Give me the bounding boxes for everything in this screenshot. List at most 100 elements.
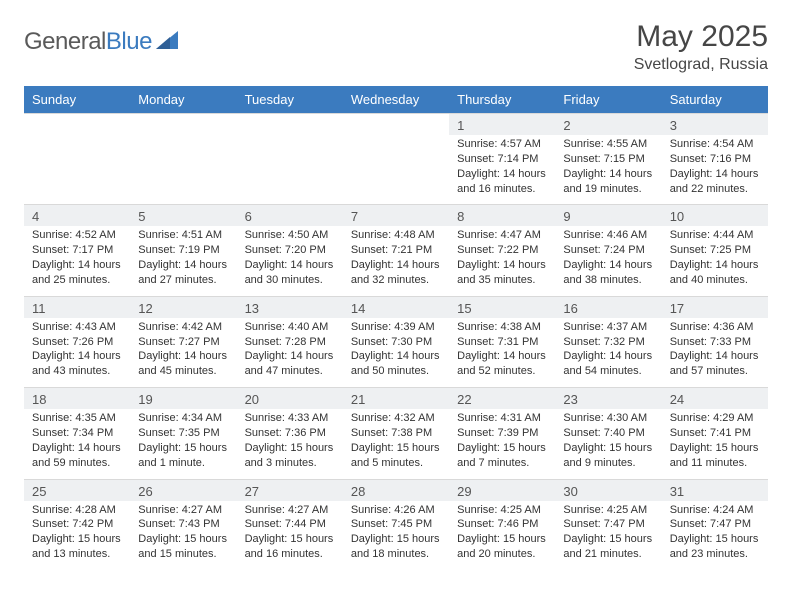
day-detail: Sunrise: 4:26 AMSunset: 7:45 PMDaylight:… bbox=[351, 503, 441, 562]
calendar-header-row: SundayMondayTuesdayWednesdayThursdayFrid… bbox=[24, 86, 768, 114]
daynum-cell: 9 bbox=[555, 205, 661, 227]
daynum-cell: 20 bbox=[237, 388, 343, 410]
detail-cell: Sunrise: 4:33 AMSunset: 7:36 PMDaylight:… bbox=[237, 409, 343, 479]
sunrise-text: Sunrise: 4:32 AM bbox=[351, 411, 441, 426]
daylight-text: Daylight: 15 hours and 23 minutes. bbox=[670, 532, 760, 562]
daynum-cell: 29 bbox=[449, 479, 555, 501]
sunrise-text: Sunrise: 4:42 AM bbox=[138, 320, 228, 335]
sunrise-text: Sunrise: 4:51 AM bbox=[138, 228, 228, 243]
sunset-text: Sunset: 7:36 PM bbox=[245, 426, 335, 441]
day-number: 5 bbox=[130, 205, 236, 226]
calendar-table: SundayMondayTuesdayWednesdayThursdayFrid… bbox=[24, 86, 768, 570]
day-detail: Sunrise: 4:54 AMSunset: 7:16 PMDaylight:… bbox=[670, 137, 760, 196]
weekday-sunday: Sunday bbox=[24, 86, 130, 114]
sunset-text: Sunset: 7:32 PM bbox=[563, 335, 653, 350]
day-number: 2 bbox=[555, 114, 661, 135]
daynum-cell: 3 bbox=[662, 114, 768, 136]
daynum-cell bbox=[237, 114, 343, 136]
daylight-text: Daylight: 14 hours and 30 minutes. bbox=[245, 258, 335, 288]
daylight-text: Daylight: 15 hours and 1 minute. bbox=[138, 441, 228, 471]
sunset-text: Sunset: 7:26 PM bbox=[32, 335, 122, 350]
week-4-details: Sunrise: 4:28 AMSunset: 7:42 PMDaylight:… bbox=[24, 501, 768, 570]
sunrise-text: Sunrise: 4:55 AM bbox=[563, 137, 653, 152]
day-number: 4 bbox=[24, 205, 130, 226]
daylight-text: Daylight: 14 hours and 16 minutes. bbox=[457, 167, 547, 197]
daylight-text: Daylight: 15 hours and 15 minutes. bbox=[138, 532, 228, 562]
daynum-cell: 6 bbox=[237, 205, 343, 227]
detail-cell: Sunrise: 4:37 AMSunset: 7:32 PMDaylight:… bbox=[555, 318, 661, 388]
header: GeneralBlue May 2025 Svetlograd, Russia bbox=[24, 20, 768, 74]
daylight-text: Daylight: 15 hours and 13 minutes. bbox=[32, 532, 122, 562]
daynum-cell: 14 bbox=[343, 296, 449, 318]
daynum-cell: 1 bbox=[449, 114, 555, 136]
triangle-icon bbox=[156, 31, 178, 54]
day-detail: Sunrise: 4:27 AMSunset: 7:43 PMDaylight:… bbox=[138, 503, 228, 562]
day-number: 30 bbox=[555, 480, 661, 501]
sunrise-text: Sunrise: 4:57 AM bbox=[457, 137, 547, 152]
daylight-text: Daylight: 14 hours and 43 minutes. bbox=[32, 349, 122, 379]
weekday-friday: Friday bbox=[555, 86, 661, 114]
sunrise-text: Sunrise: 4:43 AM bbox=[32, 320, 122, 335]
daynum-cell: 11 bbox=[24, 296, 130, 318]
calendar-page: GeneralBlue May 2025 Svetlograd, Russia … bbox=[0, 0, 792, 612]
weekday-wednesday: Wednesday bbox=[343, 86, 449, 114]
sunrise-text: Sunrise: 4:25 AM bbox=[457, 503, 547, 518]
daynum-cell: 15 bbox=[449, 296, 555, 318]
sunset-text: Sunset: 7:31 PM bbox=[457, 335, 547, 350]
day-detail: Sunrise: 4:43 AMSunset: 7:26 PMDaylight:… bbox=[32, 320, 122, 379]
sunset-text: Sunset: 7:39 PM bbox=[457, 426, 547, 441]
detail-cell: Sunrise: 4:52 AMSunset: 7:17 PMDaylight:… bbox=[24, 226, 130, 296]
day-number: 25 bbox=[24, 480, 130, 501]
detail-cell: Sunrise: 4:31 AMSunset: 7:39 PMDaylight:… bbox=[449, 409, 555, 479]
day-number: 6 bbox=[237, 205, 343, 226]
daynum-cell: 17 bbox=[662, 296, 768, 318]
sunrise-text: Sunrise: 4:50 AM bbox=[245, 228, 335, 243]
day-number: 7 bbox=[343, 205, 449, 226]
day-detail: Sunrise: 4:33 AMSunset: 7:36 PMDaylight:… bbox=[245, 411, 335, 470]
detail-cell: Sunrise: 4:25 AMSunset: 7:46 PMDaylight:… bbox=[449, 501, 555, 570]
day-detail: Sunrise: 4:28 AMSunset: 7:42 PMDaylight:… bbox=[32, 503, 122, 562]
day-detail: Sunrise: 4:34 AMSunset: 7:35 PMDaylight:… bbox=[138, 411, 228, 470]
daylight-text: Daylight: 15 hours and 20 minutes. bbox=[457, 532, 547, 562]
detail-cell: Sunrise: 4:43 AMSunset: 7:26 PMDaylight:… bbox=[24, 318, 130, 388]
daynum-cell bbox=[24, 114, 130, 136]
detail-cell: Sunrise: 4:44 AMSunset: 7:25 PMDaylight:… bbox=[662, 226, 768, 296]
detail-cell: Sunrise: 4:32 AMSunset: 7:38 PMDaylight:… bbox=[343, 409, 449, 479]
week-2-details: Sunrise: 4:43 AMSunset: 7:26 PMDaylight:… bbox=[24, 318, 768, 388]
sunrise-text: Sunrise: 4:26 AM bbox=[351, 503, 441, 518]
sunset-text: Sunset: 7:33 PM bbox=[670, 335, 760, 350]
day-number: 11 bbox=[24, 297, 130, 318]
daynum-cell: 26 bbox=[130, 479, 236, 501]
sunrise-text: Sunrise: 4:34 AM bbox=[138, 411, 228, 426]
day-detail: Sunrise: 4:40 AMSunset: 7:28 PMDaylight:… bbox=[245, 320, 335, 379]
day-detail: Sunrise: 4:44 AMSunset: 7:25 PMDaylight:… bbox=[670, 228, 760, 287]
sunset-text: Sunset: 7:44 PM bbox=[245, 517, 335, 532]
detail-cell: Sunrise: 4:29 AMSunset: 7:41 PMDaylight:… bbox=[662, 409, 768, 479]
detail-cell: Sunrise: 4:36 AMSunset: 7:33 PMDaylight:… bbox=[662, 318, 768, 388]
day-detail: Sunrise: 4:31 AMSunset: 7:39 PMDaylight:… bbox=[457, 411, 547, 470]
day-detail: Sunrise: 4:47 AMSunset: 7:22 PMDaylight:… bbox=[457, 228, 547, 287]
week-3-numbers: 18192021222324 bbox=[24, 388, 768, 410]
detail-cell bbox=[130, 135, 236, 205]
weekday-thursday: Thursday bbox=[449, 86, 555, 114]
day-number: 8 bbox=[449, 205, 555, 226]
daylight-text: Daylight: 15 hours and 7 minutes. bbox=[457, 441, 547, 471]
sunrise-text: Sunrise: 4:52 AM bbox=[32, 228, 122, 243]
daylight-text: Daylight: 14 hours and 40 minutes. bbox=[670, 258, 760, 288]
sunset-text: Sunset: 7:41 PM bbox=[670, 426, 760, 441]
day-detail: Sunrise: 4:36 AMSunset: 7:33 PMDaylight:… bbox=[670, 320, 760, 379]
detail-cell: Sunrise: 4:48 AMSunset: 7:21 PMDaylight:… bbox=[343, 226, 449, 296]
daylight-text: Daylight: 14 hours and 19 minutes. bbox=[563, 167, 653, 197]
day-detail: Sunrise: 4:42 AMSunset: 7:27 PMDaylight:… bbox=[138, 320, 228, 379]
daylight-text: Daylight: 14 hours and 45 minutes. bbox=[138, 349, 228, 379]
detail-cell: Sunrise: 4:46 AMSunset: 7:24 PMDaylight:… bbox=[555, 226, 661, 296]
day-number: 21 bbox=[343, 388, 449, 409]
day-number: 16 bbox=[555, 297, 661, 318]
sunrise-text: Sunrise: 4:44 AM bbox=[670, 228, 760, 243]
sunset-text: Sunset: 7:22 PM bbox=[457, 243, 547, 258]
detail-cell: Sunrise: 4:25 AMSunset: 7:47 PMDaylight:… bbox=[555, 501, 661, 570]
sunset-text: Sunset: 7:19 PM bbox=[138, 243, 228, 258]
sunrise-text: Sunrise: 4:36 AM bbox=[670, 320, 760, 335]
weekday-saturday: Saturday bbox=[662, 86, 768, 114]
week-1-details: Sunrise: 4:52 AMSunset: 7:17 PMDaylight:… bbox=[24, 226, 768, 296]
